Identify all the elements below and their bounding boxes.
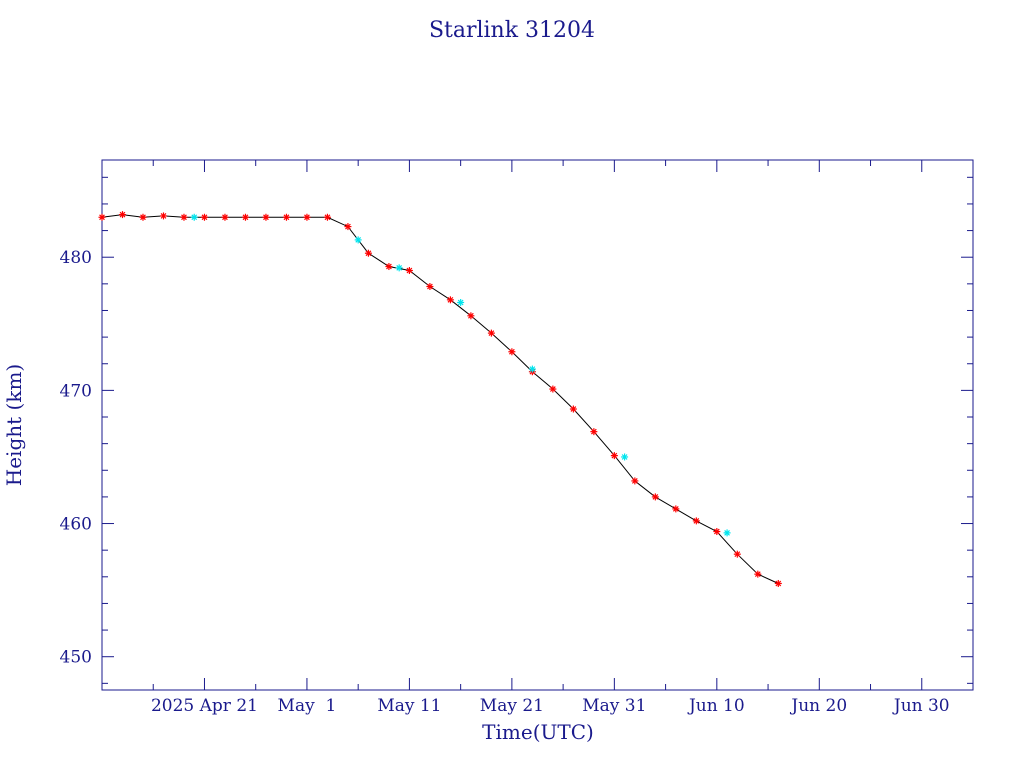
data-point-red <box>405 267 413 275</box>
x-tick-label: May 11 <box>377 696 441 716</box>
data-point-cyan <box>528 365 536 373</box>
data-point-red <box>733 550 741 558</box>
data-point-red <box>569 405 577 413</box>
data-point-red <box>262 213 270 221</box>
x-tick-label: Jun 10 <box>687 696 745 716</box>
x-axis-tick-labels: 2025 Apr 21 May 1 May 11 May 21 May 31 Jun 10… <box>151 696 950 716</box>
data-point-cyan <box>621 453 629 461</box>
x-tick-label: May 1 <box>278 696 337 716</box>
chart-title: Starlink 31204 <box>429 18 595 43</box>
data-point-red <box>508 348 516 356</box>
series-primary-markers <box>98 211 782 587</box>
x-axis-label: Time(UTC) <box>482 720 594 744</box>
series-secondary-markers <box>190 213 731 537</box>
y-axis-tick-labels: 480 470 460 450 <box>60 248 92 667</box>
data-point-red <box>159 212 167 220</box>
data-point-cyan <box>190 213 198 221</box>
y-tick-label: 480 <box>60 248 92 268</box>
data-point-red <box>754 570 762 578</box>
data-point-red <box>200 213 208 221</box>
data-point-red <box>98 213 106 221</box>
x-tick-label: May 31 <box>582 696 646 716</box>
data-point-red <box>118 211 126 219</box>
data-point-red <box>713 528 721 536</box>
data-point-red <box>487 329 495 337</box>
data-point-red <box>344 223 352 231</box>
data-point-red <box>139 213 147 221</box>
data-point-cyan <box>723 529 731 537</box>
data-point-red <box>282 213 290 221</box>
x-tick-label: 2025 Apr 21 <box>151 696 258 716</box>
data-point-red <box>631 477 639 485</box>
data-point-cyan <box>354 236 362 244</box>
data-point-red <box>672 505 680 513</box>
data-point-red <box>385 263 393 271</box>
x-tick-label: Jun 20 <box>789 696 847 716</box>
data-point-red <box>549 385 557 393</box>
data-point-red <box>590 428 598 436</box>
data-point-red <box>241 213 249 221</box>
x-tick-label: May 21 <box>480 696 544 716</box>
data-point-red <box>426 283 434 291</box>
data-point-red <box>446 296 454 304</box>
data-point-red <box>774 579 782 587</box>
data-point-cyan <box>457 298 465 306</box>
y-tick-label: 450 <box>60 648 92 668</box>
plot-frame <box>101 159 974 691</box>
data-point-red <box>692 517 700 525</box>
data-point-red <box>610 452 618 460</box>
data-point-red <box>651 493 659 501</box>
trend-line <box>101 214 779 584</box>
data-point-red <box>180 213 188 221</box>
data-point-red <box>303 213 311 221</box>
y-axis-ticks <box>102 176 973 684</box>
x-tick-label: Jun 30 <box>892 696 950 716</box>
y-tick-label: 460 <box>60 515 92 535</box>
data-point-red <box>364 249 372 257</box>
data-point-cyan <box>395 264 403 272</box>
y-axis-label: Height (km) <box>2 364 26 486</box>
y-tick-label: 470 <box>60 381 92 401</box>
data-point-red <box>323 213 331 221</box>
data-point-red <box>467 312 475 320</box>
data-point-red <box>221 213 229 221</box>
x-axis-ticks <box>101 160 974 690</box>
